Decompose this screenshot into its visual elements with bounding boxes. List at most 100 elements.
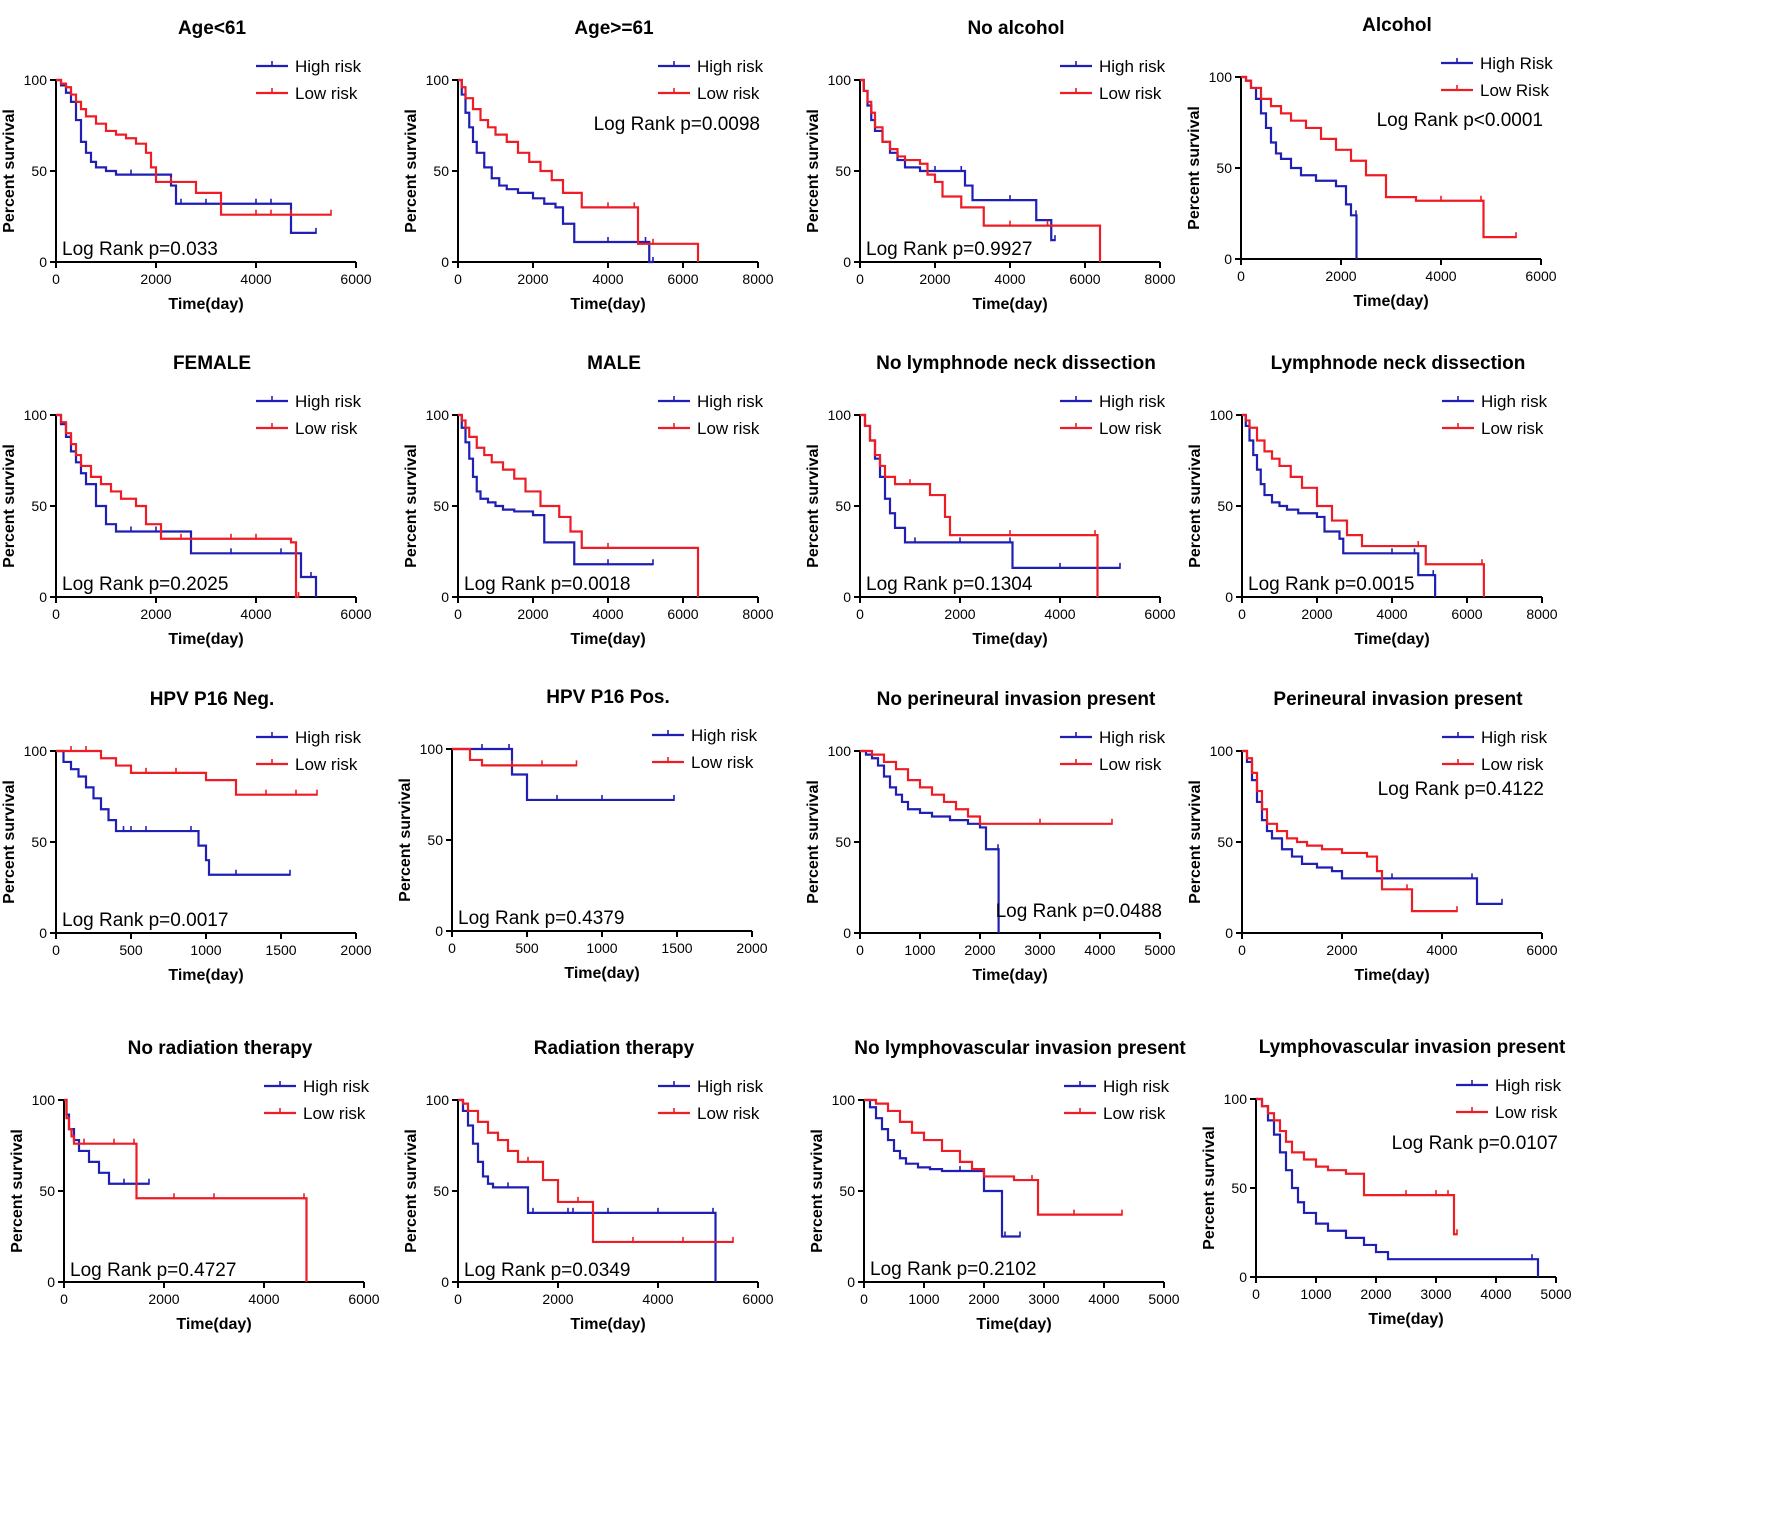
y-axis-label: Percent survival [403,1129,420,1253]
series-line-high-risk [452,747,674,802]
x-tick-label: 6000 [1525,268,1556,284]
log-rank-annotation: Log Rank p=0.0018 [464,574,630,595]
x-tick-label: 4000 [248,1291,279,1307]
km-chart-0: Age<61 0 2000 4000 6000 0 50 100 Time(day) Percen… [1,18,372,313]
legend-label: High risk [303,1077,370,1096]
x-tick-label: 4000 [1044,606,1075,622]
x-tick-label: 2000 [736,940,767,956]
legend-label: High risk [697,57,764,76]
x-tick-label: 0 [860,1291,868,1307]
x-tick-label: 4000 [240,271,271,287]
x-tick-label: 6000 [340,271,371,287]
km-chart-6: No radiation therapy 0 2000 4000 6000 0 50 100 T… [9,1038,380,1333]
x-tick-label: 2000 [944,606,975,622]
series-line-low-risk [56,749,317,796]
x-tick-label: 2000 [968,1291,999,1307]
legend-label: Low risk [691,753,754,772]
x-tick-label: 6000 [348,1291,379,1307]
series-line-high-risk [860,413,1120,569]
legend-label: High risk [295,57,362,76]
legend-label: High risk [1481,728,1548,747]
y-tick-label: 100 [828,407,852,423]
chart-title: Age>=61 [574,18,654,39]
y-tick-label: 0 [39,925,47,941]
x-tick-label: 4000 [592,271,623,287]
km-chart-4: HPV P16 Neg. 0 500 1000 1500 2000 0 50 100 Time(d… [1,689,372,984]
log-rank-annotation: Log Rank p=0.4122 [1378,779,1544,800]
series-line-low-risk [458,78,700,262]
legend-label: High risk [691,726,758,745]
x-tick-label: 2000 [1360,1286,1391,1302]
y-tick-label: 0 [441,589,449,605]
y-tick-label: 100 [828,743,852,759]
log-rank-annotation: Log Rank p=0.4379 [458,908,624,929]
x-tick-label: 6000 [1451,606,1482,622]
series-line-low-risk [860,78,1102,262]
y-tick-label: 50 [835,163,851,179]
legend-label: Low risk [1481,755,1544,774]
y-tick-label: 100 [828,72,852,88]
x-tick-label: 0 [60,1291,68,1307]
legend-label: Low risk [697,84,760,103]
series-line-low-risk [458,413,700,597]
y-axis-label: Percent survival [1187,444,1204,568]
legend-label: Low risk [295,755,358,774]
y-axis-label: Percent survival [805,780,822,904]
x-axis-label: Time(day) [972,967,1047,984]
y-axis-label: Percent survival [397,778,414,902]
x-tick-label: 2000 [517,606,548,622]
y-axis-label: Percent survival [1,780,18,904]
legend-label: High risk [1481,392,1548,411]
series-line-high-risk [1241,75,1358,259]
x-tick-label: 5000 [1148,1291,1179,1307]
y-tick-label: 100 [832,1092,856,1108]
chart-title: Lymphovascular invasion present [1259,1037,1566,1058]
y-tick-label: 50 [835,498,851,514]
log-rank-annotation: Log Rank p=0.033 [62,239,218,260]
x-tick-label: 4000 [642,1291,673,1307]
chart-title: No perineural invasion present [877,689,1156,710]
x-tick-label: 0 [1238,942,1246,958]
x-tick-label: 2000 [517,271,548,287]
x-tick-label: 8000 [742,606,773,622]
y-tick-label: 100 [426,72,450,88]
y-tick-label: 0 [1225,589,1233,605]
y-axis-label: Percent survival [403,109,420,233]
y-tick-label: 50 [39,1183,55,1199]
log-rank-annotation: Log Rank p=0.4727 [70,1260,236,1281]
legend-label: High risk [295,728,362,747]
y-tick-label: 0 [1225,925,1233,941]
legend-label: Low risk [1099,84,1162,103]
x-tick-label: 4000 [1425,268,1456,284]
x-axis-label: Time(day) [976,1316,1051,1333]
x-tick-label: 0 [52,271,60,287]
y-tick-label: 0 [1224,251,1232,267]
chart-title: Lymphnode neck dissection [1271,353,1526,374]
series-line-high-risk [56,413,318,597]
x-tick-label: 6000 [340,606,371,622]
series-line-low-risk [452,747,577,767]
km-chart-7: Radiation therapy 0 2000 4000 6000 0 50 100 Time… [403,1038,774,1333]
x-axis-label: Time(day) [972,296,1047,313]
y-tick-label: 50 [433,163,449,179]
series-line-high-risk [864,1098,1020,1238]
y-tick-label: 0 [847,1274,855,1290]
legend-label: Low risk [295,419,358,438]
series-line-high-risk [458,413,653,566]
series-line-high-risk [1256,1097,1540,1277]
log-rank-annotation: Log Rank p=0.1304 [866,574,1033,595]
series-line-high-risk [56,78,316,234]
x-tick-label: 2000 [919,271,950,287]
log-rank-annotation: Log Rank p=0.0488 [996,901,1162,922]
km-chart-5: HPV P16 Pos. 0 500 1000 1500 2000 0 50 100 Time(d… [397,687,768,982]
legend-label: Low risk [697,419,760,438]
y-tick-label: 50 [427,832,443,848]
x-tick-label: 3000 [1028,1291,1059,1307]
chart-title: Alcohol [1362,15,1432,36]
chart-title: Age<61 [178,18,247,39]
x-tick-label: 6000 [1069,271,1100,287]
legend-label: High risk [1099,728,1166,747]
km-chart-11: Lymphnode neck dissection 0 2000 4000 6000 80… [1187,353,1558,648]
